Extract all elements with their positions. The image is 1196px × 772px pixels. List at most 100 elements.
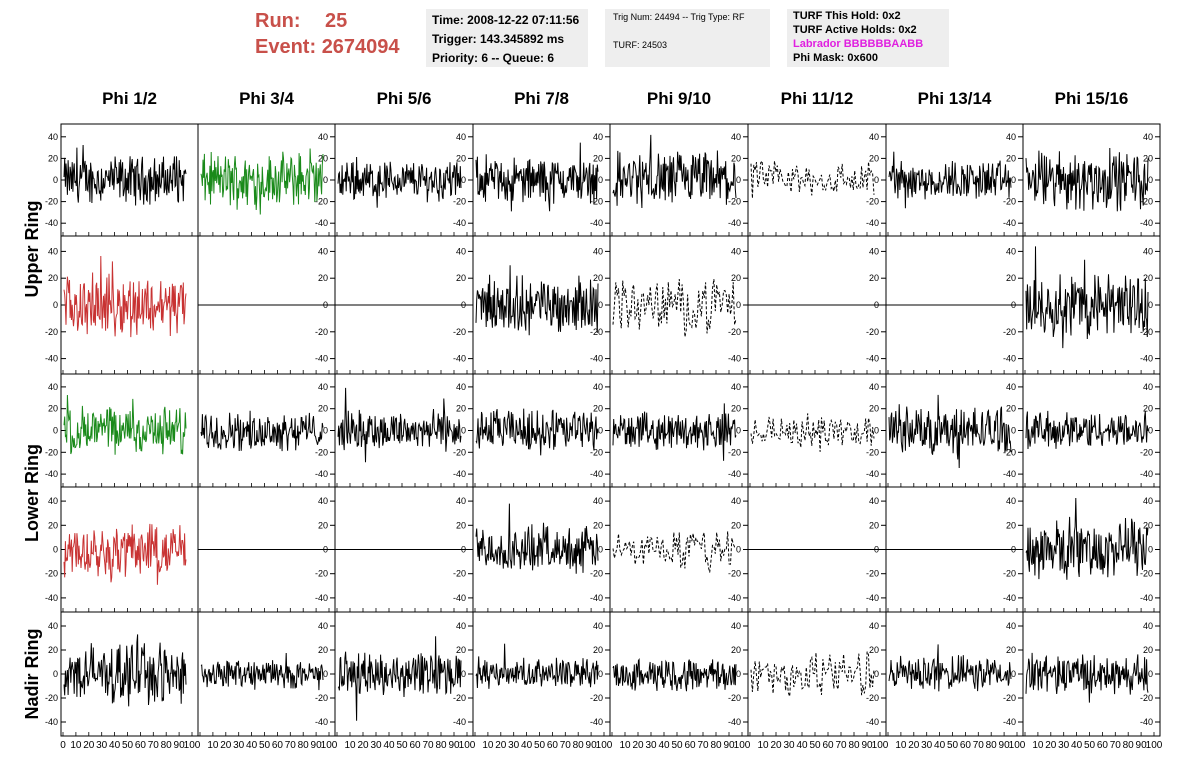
ytick-label-r1-c7: 0 — [1011, 175, 1016, 185]
ytick-label-r5-c4: 20 — [593, 645, 603, 655]
xtick-label-c1: 0 — [60, 740, 66, 751]
ytick-label-r3-c7: 0 — [1011, 426, 1016, 436]
ytick-label-r3-c5: 40 — [731, 382, 741, 392]
waveform-trace-r5-c8 — [1025, 652, 1149, 703]
ytick-label-r5-c7: 20 — [1006, 645, 1016, 655]
xtick-label-c5: 50 — [671, 740, 683, 751]
ytick-label-r1-c2: -40 — [315, 218, 328, 228]
xtick-label-c1: 90 — [174, 740, 186, 751]
ytick-label-r5-c6: 40 — [869, 621, 879, 631]
ytick-label-r1-c3: 0 — [461, 175, 466, 185]
ytick-label-r4-c3: -20 — [453, 569, 466, 579]
waveform-trace-r5-c6 — [750, 651, 875, 697]
ytick-label-r3-c3: 0 — [461, 426, 466, 436]
ytick-label-r5-c1: 20 — [48, 645, 58, 655]
ytick-label-r4-c1: -20 — [45, 569, 58, 579]
xtick-label-c7: 20 — [908, 740, 920, 751]
phi-mask-text: Phi Mask: 0x600 — [793, 52, 878, 64]
xtick-label-c2: 100 — [321, 740, 338, 751]
ytick-label-r3-c1: -20 — [45, 447, 58, 457]
xtick-label-c1: 40 — [109, 740, 121, 751]
waveform-trace-r3-c6 — [750, 413, 875, 452]
ytick-label-r2-c4: -40 — [590, 354, 603, 364]
ytick-label-r2-c2: -40 — [315, 354, 328, 364]
ytick-label-r5-c5: -40 — [728, 717, 741, 727]
ytick-label-r2-c4: 0 — [598, 300, 603, 310]
ytick-label-r4-c4: -40 — [590, 593, 603, 603]
ytick-label-r1-c2: 40 — [318, 132, 328, 142]
ytick-label-r5-c7: -40 — [1003, 717, 1016, 727]
priority-text: Priority: 6 -- Queue: 6 — [432, 51, 555, 65]
ytick-label-r4-c1: 40 — [48, 496, 58, 506]
ytick-label-r2-c4: 20 — [593, 273, 603, 283]
waveform-trace-r2-c1 — [63, 255, 187, 338]
event-label: Event: — [255, 36, 317, 58]
ytick-label-r1-c7: 20 — [1006, 153, 1016, 163]
xtick-label-c2: 10 — [207, 740, 219, 751]
ytick-label-r2-c1: 20 — [48, 273, 58, 283]
waveform-trace-r1-c6 — [750, 159, 875, 199]
trigger-text: Trigger: 143.345892 ms — [432, 32, 565, 46]
ytick-label-r3-c2: -20 — [315, 447, 328, 457]
panel-frame-r4-c1 — [60, 486, 199, 613]
waveform-trace-r3-c3 — [337, 387, 462, 463]
ytick-label-r2-c4: 40 — [593, 246, 603, 256]
ytick-label-r4-c6: 20 — [869, 520, 879, 530]
ytick-label-r4-c1: 20 — [48, 520, 58, 530]
ytick-label-r4-c8: 40 — [1143, 496, 1153, 506]
xtick-label-c4: 50 — [534, 740, 546, 751]
ytick-label-r2-c5: -40 — [728, 354, 741, 364]
ytick-label-r5-c4: 0 — [598, 669, 603, 679]
ytick-label-r5-c6: 0 — [874, 669, 879, 679]
row-label-2: Lower Ring — [22, 444, 42, 542]
xtick-label-c3: 30 — [370, 740, 382, 751]
xtick-label-c8: 40 — [1071, 740, 1083, 751]
ytick-label-r5-c3: 20 — [456, 645, 466, 655]
ytick-label-r2-c6: -20 — [866, 327, 879, 337]
ytick-label-r4-c2: 40 — [318, 496, 328, 506]
ytick-label-r5-c5: 20 — [731, 645, 741, 655]
ytick-label-r2-c5: 0 — [736, 300, 741, 310]
ytick-label-r4-c4: -20 — [590, 569, 603, 579]
xtick-label-c1: 20 — [83, 740, 95, 751]
time-info-box: Time: 2008-12-22 07:11:56 Trigger: 143.3… — [426, 9, 588, 67]
ytick-label-r3-c5: -20 — [728, 447, 741, 457]
ytick-label-r1-c1: 40 — [48, 132, 58, 142]
waveform-trace-r2-c5 — [612, 279, 737, 337]
ytick-label-r1-c5: 40 — [731, 132, 741, 142]
ytick-label-r4-c7: -20 — [1003, 569, 1016, 579]
ytick-label-r1-c6: 40 — [869, 132, 879, 142]
column-header-3: Phi 5/6 — [377, 89, 432, 108]
xtick-label-c3: 90 — [448, 740, 460, 751]
ytick-label-r2-c5: 20 — [731, 273, 741, 283]
waveform-trace-r1-c8 — [1025, 147, 1149, 212]
ytick-label-r5-c8: -40 — [1140, 717, 1153, 727]
ytick-label-r5-c6: 20 — [869, 645, 879, 655]
ytick-label-r3-c2: 20 — [318, 404, 328, 414]
ytick-label-r2-c7: -40 — [1003, 354, 1016, 364]
ytick-label-r4-c7: 40 — [1006, 496, 1016, 506]
ytick-label-r3-c3: 40 — [456, 382, 466, 392]
turf-this-hold-text: TURF This Hold: 0x2 — [793, 10, 901, 22]
ytick-label-r1-c7: -40 — [1003, 218, 1016, 228]
xtick-label-c5: 20 — [632, 740, 644, 751]
ytick-label-r1-c1: -20 — [45, 197, 58, 207]
xtick-label-c2: 40 — [246, 740, 258, 751]
ytick-label-r2-c6: 20 — [869, 273, 879, 283]
ytick-label-r2-c8: -20 — [1140, 327, 1153, 337]
xtick-label-c5: 60 — [684, 740, 696, 751]
xtick-label-c5: 30 — [645, 740, 657, 751]
ytick-label-r2-c1: 40 — [48, 246, 58, 256]
ytick-label-r1-c8: 40 — [1143, 132, 1153, 142]
waveform-trace-r5-c3 — [337, 636, 462, 721]
event-value: 2674094 — [321, 36, 400, 58]
waveform-trace-r2-c4 — [475, 265, 599, 336]
ytick-label-r1-c3: -40 — [453, 218, 466, 228]
column-header-5: Phi 9/10 — [647, 89, 711, 108]
ytick-label-r1-c4: 40 — [593, 132, 603, 142]
xtick-label-c6: 10 — [757, 740, 769, 751]
ytick-label-r4-c2: -20 — [315, 569, 328, 579]
ytick-label-r5-c8: 40 — [1143, 621, 1153, 631]
waveform-trace-r5-c2 — [200, 652, 324, 691]
ytick-label-r3-c8: 0 — [1148, 426, 1153, 436]
